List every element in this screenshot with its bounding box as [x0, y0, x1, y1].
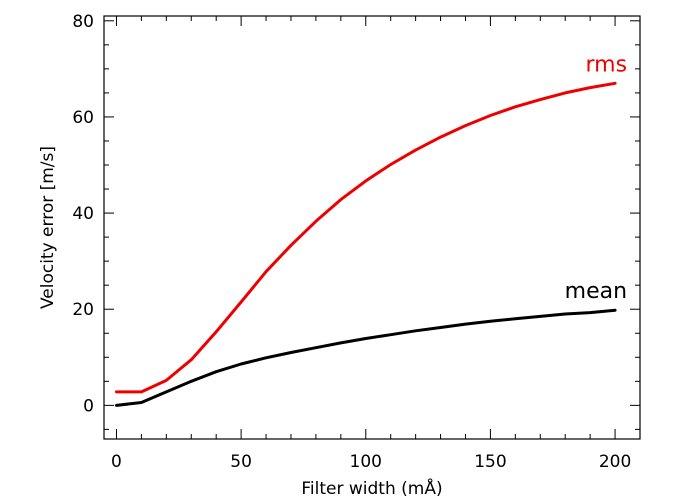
plot-frame — [103, 15, 641, 440]
plot-area — [103, 15, 641, 440]
x-tick-label: 100 — [350, 452, 382, 472]
series-layer: rms mean — [115, 52, 628, 407]
x-tick-label: 150 — [474, 452, 506, 472]
series-label-mean: mean — [565, 279, 627, 304]
x-axis-title: Filter width (mÅ) — [301, 477, 442, 499]
series-line-mean — [115, 308, 617, 407]
y-axis: 0 20 40 60 80 — [72, 12, 640, 430]
x-tick-label: 50 — [230, 452, 252, 472]
y-tick-label: 40 — [72, 204, 94, 224]
series-line-rms — [115, 81, 617, 394]
x-tick-label: 0 — [111, 452, 122, 472]
y-tick-label: 80 — [72, 12, 94, 32]
x-tick-label: 200 — [599, 452, 631, 472]
y-axis-title: Velocity error [m/s] — [38, 146, 58, 309]
y-tick-label: 0 — [83, 396, 94, 416]
y-tick-label: 60 — [72, 108, 94, 128]
y-tick-label: 20 — [72, 300, 94, 320]
x-axis: 0 50 100 150 200 — [111, 16, 641, 472]
series-label-rms: rms — [586, 52, 628, 77]
